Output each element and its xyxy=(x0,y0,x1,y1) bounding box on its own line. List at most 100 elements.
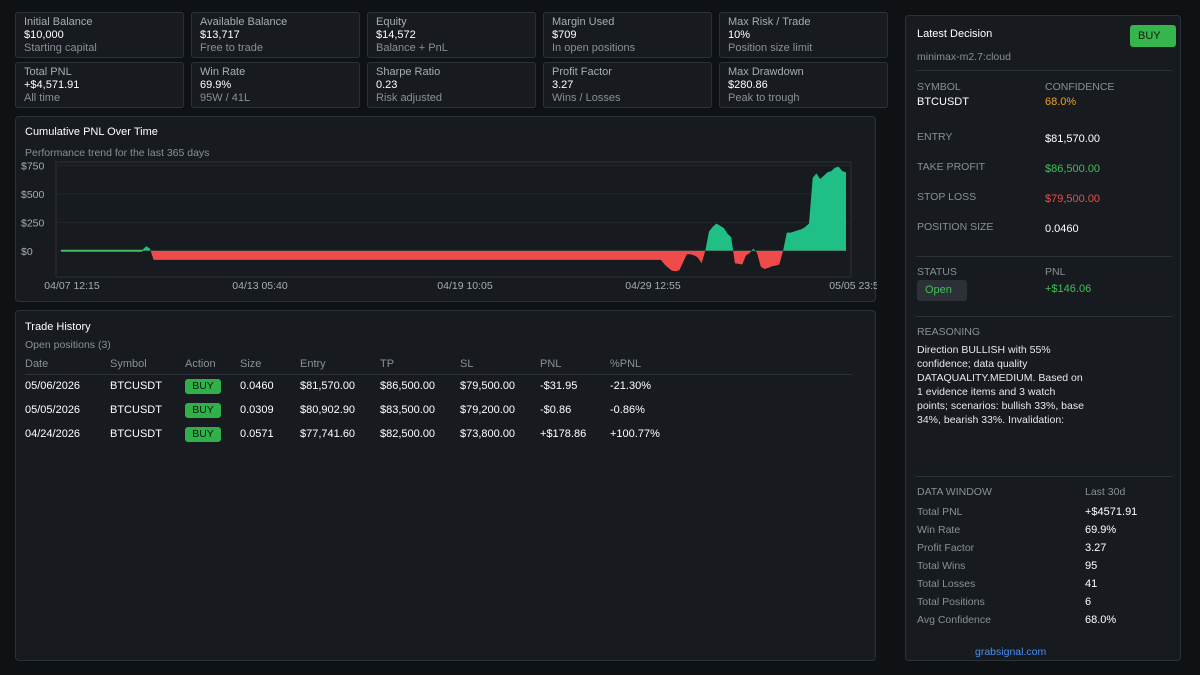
column-header: %PNL xyxy=(610,358,642,370)
column-header: Date xyxy=(25,358,49,370)
stat-card: Win Rate 69.9% 95W / 41L xyxy=(191,62,360,108)
stat-subtext: Wins / Losses xyxy=(552,92,621,104)
stop-loss-label: STOP LOSS xyxy=(917,191,977,203)
window-stat-label: Avg Confidence xyxy=(917,614,991,626)
stat-subtext: Position size limit xyxy=(728,42,813,54)
stat-card: Margin Used $709 In open positions xyxy=(543,12,712,58)
stat-label: Available Balance xyxy=(200,16,288,28)
cell-date: 05/06/2026 xyxy=(25,380,81,392)
divider xyxy=(916,316,1172,317)
stat-label: Max Drawdown xyxy=(728,66,804,78)
entry-label: ENTRY xyxy=(917,131,953,143)
stat-card: Profit Factor 3.27 Wins / Losses xyxy=(543,62,712,108)
y-tick-label: $0 xyxy=(21,246,33,258)
stat-card: Max Drawdown $280.86 Peak to trough xyxy=(719,62,888,108)
stat-value: 69.9% xyxy=(200,79,232,91)
position-size-label: POSITION SIZE xyxy=(917,221,994,233)
divider xyxy=(916,70,1172,71)
cell-symbol: BTCUSDT xyxy=(110,404,162,416)
column-header: TP xyxy=(380,358,395,370)
pnl-chart-panel: Cumulative PNL Over Time Performance tre… xyxy=(15,116,877,302)
chart-subtitle: Performance trend for the last 365 days xyxy=(25,147,210,159)
open-positions-count: Open positions (3) xyxy=(25,339,111,351)
plot-frame xyxy=(55,161,852,278)
stat-subtext: Balance + PnL xyxy=(376,42,448,54)
stat-label: Equity xyxy=(376,16,407,28)
window-stat-label: Win Rate xyxy=(917,524,961,536)
window-stat-value: 41 xyxy=(1085,578,1098,590)
window-stat-label: Profit Factor xyxy=(917,542,975,554)
symbol-value: BTCUSDT xyxy=(917,96,969,108)
stat-card: Sharpe Ratio 0.23 Risk adjusted xyxy=(367,62,536,108)
cell-size: 0.0571 xyxy=(240,428,274,440)
trade-history-panel: Trade History Open positions (3) Date Sym… xyxy=(15,310,876,661)
action-badge: BUY xyxy=(185,403,221,418)
stop-loss-value: $79,500.00 xyxy=(1045,193,1101,205)
x-tick-label: 05/05 23:55 xyxy=(829,280,877,292)
cell-date: 05/05/2026 xyxy=(25,404,81,416)
stat-card: Total PNL +$4,571.91 All time xyxy=(15,62,184,108)
latest-decision-panel: Latest Decision BUY minimax-m2.7:cloud S… xyxy=(905,15,1181,661)
cell-sl: $73,800.00 xyxy=(460,428,516,440)
stat-value: 10% xyxy=(728,29,751,41)
stat-card: Max Risk / Trade 10% Position size limit xyxy=(719,12,888,58)
stat-label: Sharpe Ratio xyxy=(376,66,441,78)
cell-pct: -0.86% xyxy=(610,404,645,416)
symbol-label: SYMBOL xyxy=(917,81,961,93)
column-header: Symbol xyxy=(110,358,147,370)
cell-tp: $86,500.00 xyxy=(380,380,436,392)
divider xyxy=(916,256,1172,257)
confidence-label: CONFIDENCE xyxy=(1045,81,1115,93)
cell-pnl: -$31.95 xyxy=(540,380,578,392)
pnl-area-chart: $750 $500 $250 $0 04/07 12:15 04/13 05:40 04/1… xyxy=(21,160,877,292)
cell-symbol: BTCUSDT xyxy=(110,380,162,392)
stat-value: $14,572 xyxy=(376,29,416,41)
column-header: SL xyxy=(460,358,474,370)
take-profit-value: $86,500.00 xyxy=(1045,163,1101,175)
window-stat-value: 69.9% xyxy=(1085,524,1117,536)
stat-subtext: 95W / 41L xyxy=(200,92,251,104)
stat-subtext: Peak to trough xyxy=(728,92,800,104)
cell-entry: $77,741.60 xyxy=(300,428,356,440)
x-tick-label: 04/07 12:15 xyxy=(44,280,100,292)
cell-pct: +100.77% xyxy=(610,428,660,440)
window-stat-label: Total Losses xyxy=(917,578,976,590)
chart-title: Cumulative PNL Over Time xyxy=(25,126,158,138)
cell-entry: $80,902.90 xyxy=(300,404,356,416)
status-label: STATUS xyxy=(917,266,957,278)
cell-size: 0.0309 xyxy=(240,404,274,416)
stat-value: $280.86 xyxy=(728,79,768,91)
data-window-value: Last 30d xyxy=(1085,486,1126,498)
entry-value: $81,570.00 xyxy=(1045,133,1101,145)
window-stat-value: 6 xyxy=(1085,596,1092,608)
stat-label: Initial Balance xyxy=(24,16,93,28)
window-stat-label: Total Wins xyxy=(917,560,966,572)
cell-sl: $79,500.00 xyxy=(460,380,516,392)
stat-value: $10,000 xyxy=(24,29,64,41)
cell-entry: $81,570.00 xyxy=(300,380,356,392)
divider xyxy=(916,476,1172,477)
cell-pnl: -$0.86 xyxy=(540,404,572,416)
cell-pct: -21.30% xyxy=(610,380,651,392)
column-header: PNL xyxy=(540,358,562,370)
stat-label: Max Risk / Trade xyxy=(728,16,811,28)
cell-symbol: BTCUSDT xyxy=(110,428,162,440)
stat-label: Profit Factor xyxy=(552,66,612,78)
window-stat-value: 95 xyxy=(1085,560,1098,572)
stat-subtext: Risk adjusted xyxy=(376,92,443,104)
action-badge: BUY xyxy=(185,427,221,442)
stat-value: $709 xyxy=(552,29,577,41)
y-tick-label: $750 xyxy=(21,160,45,172)
position-size-value: 0.0460 xyxy=(1045,223,1079,235)
footer-link[interactable]: grabsignal.com xyxy=(975,646,1047,658)
action-badge: BUY xyxy=(185,379,221,394)
pnl-area-loss xyxy=(61,250,846,272)
window-stat-label: Total PNL xyxy=(917,506,963,518)
cell-tp: $82,500.00 xyxy=(380,428,436,440)
status-badge: Open xyxy=(917,280,967,301)
window-stat-value: 3.27 xyxy=(1085,542,1107,554)
stat-card: Available Balance $13,717 Free to trade xyxy=(191,12,360,58)
pnl-value: +$146.06 xyxy=(1045,283,1092,295)
stat-subtext: Free to trade xyxy=(200,42,263,54)
take-profit-label: TAKE PROFIT xyxy=(917,161,986,173)
